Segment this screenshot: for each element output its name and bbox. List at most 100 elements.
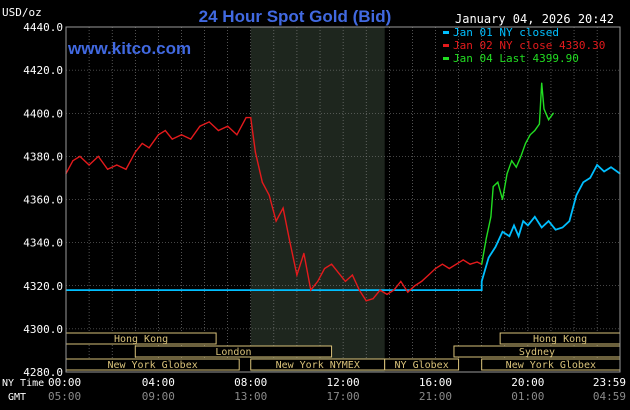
data-point bbox=[79, 155, 81, 157]
data-point bbox=[469, 263, 471, 265]
x-tick-ny: 12:00 bbox=[327, 376, 360, 389]
series-line-3 bbox=[481, 83, 554, 265]
series-line-1 bbox=[66, 163, 621, 292]
data-point bbox=[88, 164, 90, 166]
y-tick-label: 4340.0 bbox=[23, 237, 63, 250]
x-tick-gmt: 09:00 bbox=[142, 390, 175, 403]
data-point bbox=[414, 285, 416, 287]
data-point bbox=[511, 160, 513, 162]
session-label: NY Globex bbox=[395, 360, 449, 371]
data-point bbox=[171, 138, 173, 140]
data-point bbox=[481, 280, 483, 283]
data-point bbox=[324, 267, 326, 270]
data-point bbox=[568, 220, 571, 222]
watermark: www.kitco.com bbox=[67, 39, 191, 58]
data-point bbox=[561, 226, 564, 229]
legend-entry: Jan 04 Last 4399.90 bbox=[453, 52, 579, 65]
x-tick-gmt: 01:00 bbox=[511, 390, 544, 403]
data-point bbox=[596, 164, 598, 166]
data-point bbox=[303, 252, 305, 255]
data-point bbox=[164, 129, 166, 132]
data-point bbox=[582, 181, 584, 183]
data-point bbox=[427, 274, 430, 276]
data-point bbox=[554, 229, 557, 231]
data-point bbox=[610, 166, 612, 168]
x-axis-ny-label: NY Time bbox=[2, 378, 44, 389]
data-point bbox=[534, 129, 536, 132]
data-point bbox=[208, 121, 210, 123]
data-point bbox=[441, 263, 444, 265]
data-point bbox=[541, 226, 543, 229]
data-point bbox=[365, 300, 367, 302]
data-point bbox=[157, 134, 159, 136]
session-label: Hong Kong bbox=[114, 334, 168, 345]
data-point bbox=[518, 235, 520, 237]
y-tick-label: 4420.0 bbox=[23, 64, 63, 77]
chart-title: 24 Hour Spot Gold (Bid) bbox=[199, 7, 392, 26]
data-point bbox=[261, 181, 263, 183]
data-point bbox=[524, 142, 527, 145]
data-point bbox=[180, 134, 183, 136]
x-tick-gmt: 17:00 bbox=[327, 390, 360, 403]
y-tick-label: 4400.0 bbox=[23, 107, 63, 120]
x-tick-ny: 20:00 bbox=[511, 376, 544, 389]
data-point bbox=[488, 257, 490, 259]
y-tick-label: 4320.0 bbox=[23, 280, 63, 293]
legend-swatch bbox=[443, 57, 449, 60]
data-point bbox=[372, 298, 374, 300]
data-point bbox=[134, 151, 136, 153]
data-point bbox=[538, 123, 541, 125]
data-point bbox=[227, 125, 229, 127]
data-point bbox=[106, 168, 109, 170]
data-point bbox=[358, 289, 360, 291]
data-point bbox=[250, 116, 252, 119]
x-axis-gmt-label: GMT bbox=[8, 392, 26, 403]
data-point bbox=[400, 280, 402, 283]
data-point bbox=[455, 263, 457, 265]
x-tick-gmt: 13:00 bbox=[234, 390, 267, 403]
session-label: Hong Kong bbox=[533, 334, 587, 345]
x-tick-ny: 00:00 bbox=[48, 376, 81, 389]
data-point bbox=[603, 170, 605, 173]
data-point bbox=[508, 235, 510, 237]
data-point bbox=[485, 237, 487, 239]
data-point bbox=[506, 173, 508, 175]
data-point bbox=[141, 142, 143, 145]
data-point bbox=[275, 220, 277, 222]
data-point bbox=[317, 280, 319, 283]
data-point bbox=[501, 198, 504, 201]
data-point bbox=[296, 274, 298, 276]
data-point bbox=[589, 177, 591, 179]
y-tick-label: 4360.0 bbox=[23, 194, 63, 207]
data-point bbox=[236, 134, 238, 136]
data-point bbox=[337, 272, 340, 274]
timestamp: January 04, 2026 20:42 bbox=[455, 12, 614, 26]
session-label: New York Globex bbox=[506, 360, 596, 371]
session-label: Sydney bbox=[519, 347, 555, 358]
data-point bbox=[393, 289, 395, 291]
x-tick-gmt: 05:00 bbox=[48, 390, 81, 403]
data-point bbox=[575, 194, 577, 196]
x-tick-gmt: 04:59 bbox=[593, 390, 626, 403]
x-tick-ny: 23:59 bbox=[593, 376, 626, 389]
data-point bbox=[72, 160, 74, 162]
data-point bbox=[254, 151, 256, 153]
price-series bbox=[65, 82, 621, 302]
session-box bbox=[134, 345, 333, 358]
legend-entry: Jan 02 NY close 4330.30 bbox=[453, 39, 605, 52]
x-tick-ny: 16:00 bbox=[419, 376, 452, 389]
data-point bbox=[310, 289, 312, 291]
data-point bbox=[552, 112, 554, 114]
data-point bbox=[434, 267, 437, 270]
data-point bbox=[190, 138, 192, 140]
data-point bbox=[490, 216, 492, 218]
data-point bbox=[289, 242, 291, 244]
session-label: New York NYMEX bbox=[276, 360, 360, 371]
axes: 4440.0 4420.0 4400.0 4380.0 4360.0 4340.0 4320… bbox=[23, 21, 626, 403]
data-point bbox=[534, 216, 536, 218]
data-point bbox=[541, 82, 543, 84]
data-point bbox=[116, 164, 118, 166]
data-point bbox=[386, 293, 388, 295]
data-point bbox=[462, 259, 464, 261]
